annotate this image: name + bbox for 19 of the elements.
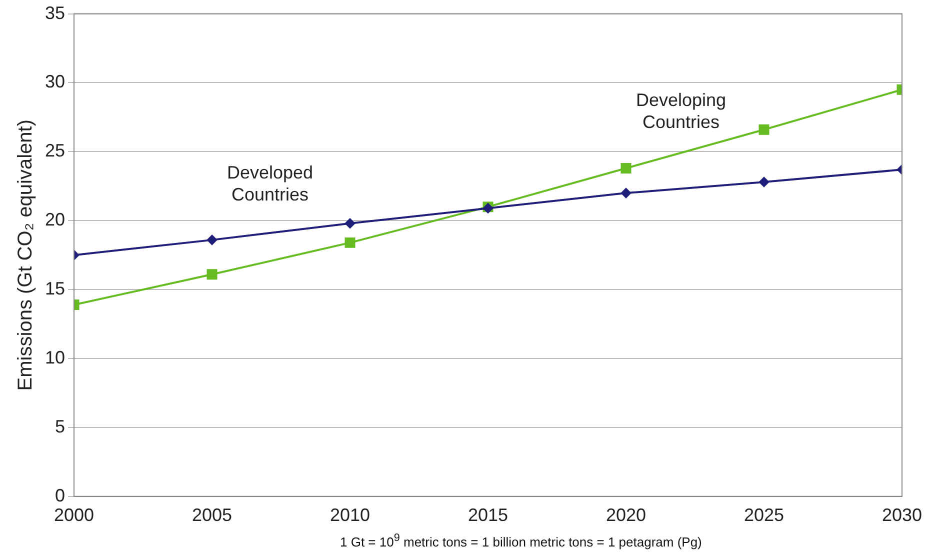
- y-tick-label: 5: [55, 416, 66, 436]
- x-tick-label: 2025: [744, 505, 784, 526]
- x-tick-label: 2015: [468, 505, 508, 526]
- x-tick-label: 2005: [192, 505, 232, 526]
- x-tick-label: 2020: [606, 505, 646, 526]
- y-tick-label: 35: [44, 2, 66, 23]
- y-tick-label: 20: [44, 210, 66, 230]
- y-tick-label: 10: [44, 347, 66, 368]
- x-tick-label: 2030: [882, 505, 922, 526]
- y-axis-title: Emissions (Gt CO₂ equivalent): [14, 120, 37, 391]
- series-label: Developing Countries: [636, 90, 726, 132]
- y-tick-label: 30: [44, 72, 66, 92]
- y-tick-label: 15: [44, 278, 66, 299]
- series-label: Developed Countries: [226, 162, 314, 204]
- x-tick-label: 2000: [54, 505, 94, 526]
- y-tick-label: 25: [44, 140, 66, 161]
- text: 1 Gt = 10$^{9}$ metric tons = 1 billion metric tons = 1 petagram (Pg): [340, 532, 702, 550]
- x-tick-label: 2010: [330, 505, 370, 526]
- y-tick-label: 0: [55, 485, 66, 506]
